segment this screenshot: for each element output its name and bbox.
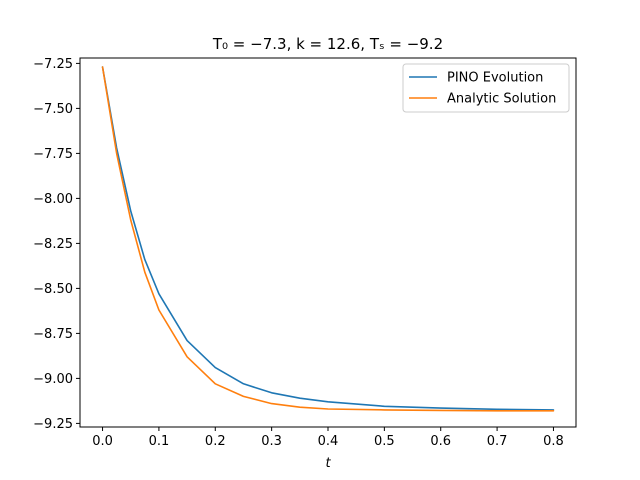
x-tick-label: 0.1 [149, 434, 170, 449]
series-line-2 [101, 66, 555, 412]
legend-box [402, 63, 570, 113]
x-tick-label: 0.4 [318, 434, 339, 449]
x-tick-label: 0.7 [487, 434, 508, 449]
y-tick-label: −7.50 [33, 102, 73, 117]
x-tick-label: 0.8 [543, 434, 564, 449]
x-tick-label: 0.2 [205, 434, 226, 449]
series-line-1 [101, 66, 555, 411]
x-axis-label: t [325, 456, 331, 471]
y-tick-label: −8.00 [33, 192, 73, 207]
y-tick-label: −8.50 [33, 282, 73, 297]
y-tick-label: −7.25 [33, 57, 73, 72]
y-tick-label: −9.00 [33, 372, 73, 387]
y-tick-label: −8.75 [33, 327, 73, 342]
x-tick-label: 0.5 [374, 434, 395, 449]
y-tick-label: −7.75 [33, 147, 73, 162]
legend-label-1: PINO Evolution [447, 71, 543, 86]
x-tick-label: 0.0 [92, 434, 113, 449]
legend: PINO Evolution Analytic Solution [402, 63, 570, 113]
x-tick-label: 0.6 [430, 434, 451, 449]
axes-frame [79, 57, 577, 428]
y-axis-ticks: −7.25 −7.50 −7.75 −8.00 −8.25 −8.50 −8.75 −9.00… [33, 57, 80, 432]
x-axis-ticks: 0.0 0.1 0.2 0.3 0.4 0.5 0.6 0.7 0.8 [92, 427, 564, 449]
y-tick-label: −9.25 [33, 417, 73, 432]
legend-label-2: Analytic Solution [447, 92, 556, 107]
x-tick-label: 0.3 [261, 434, 282, 449]
y-tick-label: −8.25 [33, 237, 73, 252]
chart-title: T₀ = −7.3, k = 12.6, Tₛ = −9.2 [212, 35, 443, 53]
